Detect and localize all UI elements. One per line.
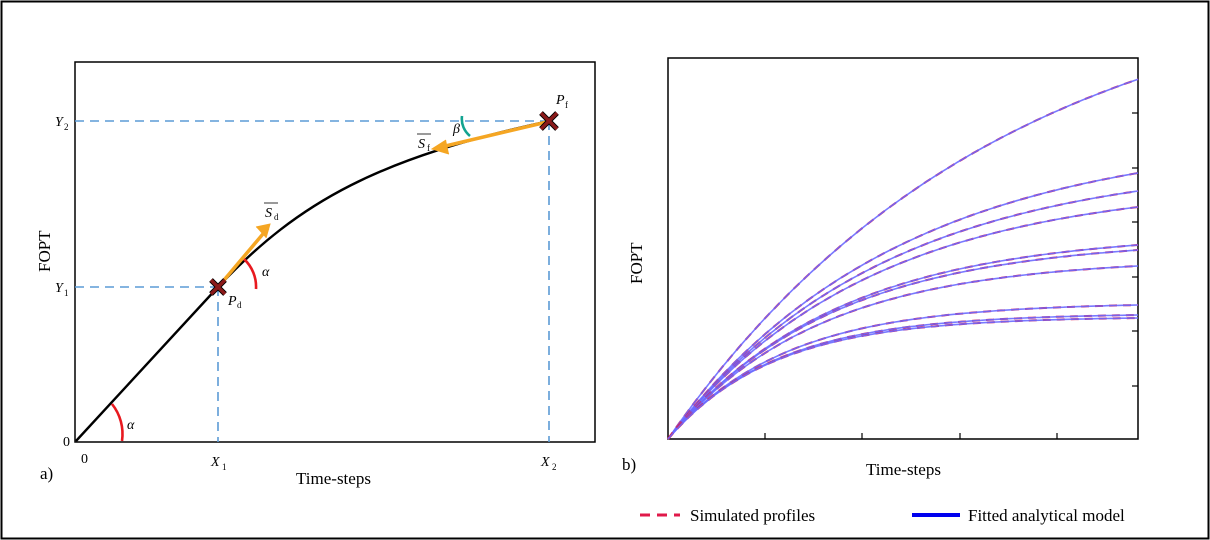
y2-subscript: 2	[64, 122, 69, 132]
production-curve	[75, 119, 550, 442]
legend-simulated-label: Simulated profiles	[690, 506, 815, 525]
x2-subscript: 2	[552, 462, 557, 472]
sf-arrow	[436, 120, 548, 150]
simulated-profile	[667, 206, 1139, 440]
alpha-label-pd: α	[262, 265, 270, 280]
panel-b-x-axis-title: Time-steps	[866, 460, 941, 479]
panel-b-axes-box	[667, 57, 1139, 440]
origin-x-label: 0	[81, 452, 88, 467]
x1-label: X	[210, 455, 220, 470]
simulated-profile	[667, 190, 1139, 440]
sd-subscript: d	[274, 212, 279, 222]
sf-subscript: f	[427, 143, 430, 153]
pf-marker	[539, 111, 559, 131]
beta-arc	[460, 115, 471, 138]
panel-b-y-axis-title: FOPT	[627, 242, 646, 284]
alpha-arc-pd	[243, 258, 258, 290]
panel-a-axes-box	[74, 61, 596, 443]
sd-label: S	[265, 206, 272, 221]
fitted-model-curve	[667, 172, 1139, 440]
beta-label: β	[452, 122, 460, 137]
fitted-model-curve	[667, 265, 1139, 440]
sf-label: S	[418, 137, 425, 152]
alpha-arc-origin	[110, 403, 124, 442]
panel-b-label: b)	[622, 455, 636, 474]
fitted-model-curve	[667, 190, 1139, 440]
fitted-model-curve	[667, 78, 1139, 440]
panel-a-y-axis-title: FOPT	[35, 230, 54, 272]
pf-label: P	[555, 93, 565, 108]
pd-label: P	[227, 294, 237, 309]
sd-arrowhead	[255, 223, 271, 239]
fitted-model-curve	[667, 317, 1139, 440]
simulated-profile	[667, 78, 1139, 440]
y1-label: Y	[55, 281, 65, 296]
panel-b: b) Time-steps FOPT	[622, 57, 1139, 479]
fitted-model-curve	[667, 304, 1139, 440]
alpha-label-origin: α	[127, 418, 135, 433]
panel-b-curves	[667, 78, 1139, 440]
origin-y-label: 0	[63, 435, 70, 450]
fitted-model-curve	[667, 244, 1139, 440]
fitted-model-curve	[667, 249, 1139, 440]
y2-label: Y	[55, 115, 65, 130]
simulated-profile	[667, 244, 1139, 440]
y1-subscript: 1	[64, 288, 69, 298]
x1-subscript: 1	[222, 462, 227, 472]
panel-b-ticks	[764, 112, 1138, 439]
sf-arrowhead	[430, 139, 450, 155]
sd-arrow	[217, 226, 270, 288]
x2-label: X	[540, 455, 550, 470]
panel-a-label: a)	[40, 464, 53, 483]
pf-subscript: f	[565, 100, 568, 110]
simulated-profile	[667, 249, 1139, 440]
panel-a-x-axis-title: Time-steps	[296, 469, 371, 488]
fitted-model-curve	[667, 206, 1139, 440]
legend-fitted-label: Fitted analytical model	[968, 506, 1125, 525]
legend: Simulated profiles Fitted analytical mod…	[640, 506, 1125, 525]
pd-subscript: d	[237, 300, 242, 310]
simulated-profile	[667, 265, 1139, 440]
panel-a: a) Time-steps FOPT 0 0 X 1 X 2 Y 2 Y 1 P…	[35, 61, 596, 488]
pd-marker	[209, 278, 227, 296]
